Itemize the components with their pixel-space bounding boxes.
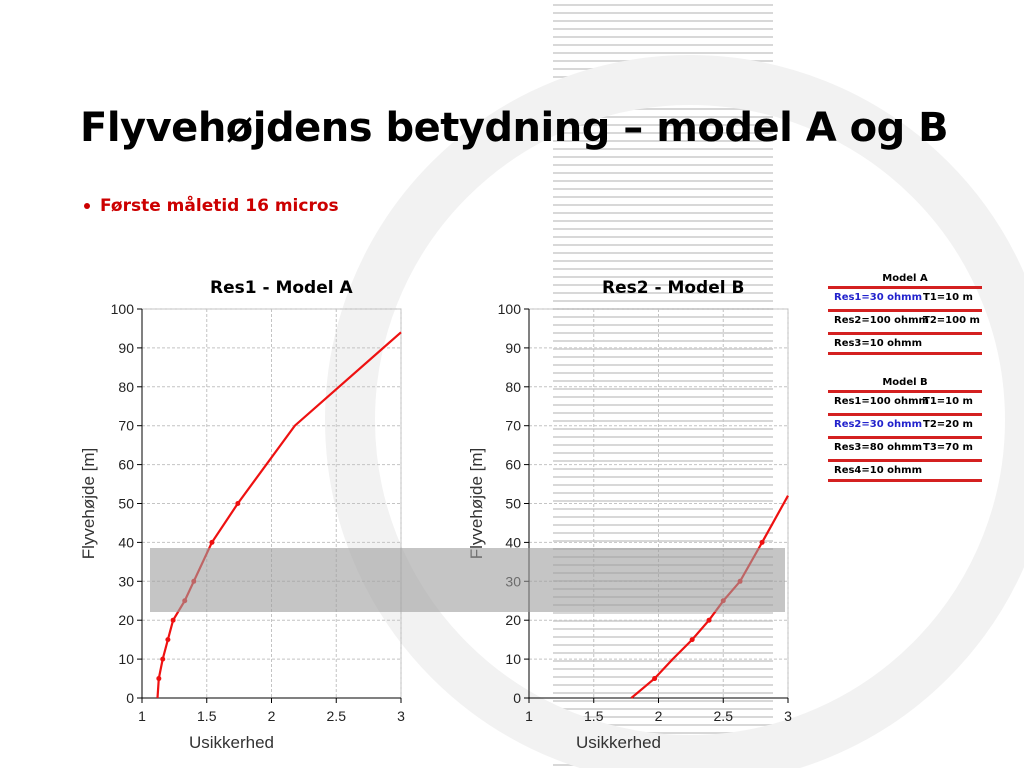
y-tick-label: 70 xyxy=(505,418,521,434)
legend-resistivity: Res2=100 ohmm xyxy=(834,315,929,326)
data-point xyxy=(170,617,176,623)
x-tick-label: 1 xyxy=(525,708,533,724)
data-point xyxy=(759,539,765,545)
y-tick-label: 60 xyxy=(118,457,134,473)
y-tick-label: 80 xyxy=(118,379,134,395)
legend-row: Res1=100 ohmm T1=10 m xyxy=(828,390,982,413)
chart-a-title: Res1 - Model A xyxy=(210,278,353,298)
x-axis-label: Usikkerhed xyxy=(576,733,661,752)
y-tick-label: 0 xyxy=(513,690,521,706)
legend-row: Res4=10 ohmm xyxy=(828,459,982,482)
x-tick-label: 2 xyxy=(268,708,276,724)
legend-row: Res2=100 ohmm T2=100 m xyxy=(828,309,982,332)
legend-title: Model B xyxy=(882,377,928,388)
x-tick-label: 1 xyxy=(138,708,146,724)
bullet-item: Første måletid 16 micros xyxy=(84,196,339,216)
x-tick-label: 2.5 xyxy=(714,708,734,724)
legend-thickness: T2=100 m xyxy=(923,315,980,326)
chart-b-title: Res2 - Model B xyxy=(602,278,745,298)
legend-thickness: T2=20 m xyxy=(923,419,973,430)
data-point xyxy=(652,676,658,682)
y-tick-label: 20 xyxy=(118,612,134,628)
y-tick-label: 90 xyxy=(505,340,521,356)
legend-thickness: T3=70 m xyxy=(923,442,973,453)
legend-resistivity: Res1=100 ohmm xyxy=(834,396,929,407)
x-tick-label: 1.5 xyxy=(584,708,604,724)
legend-resistivity: Res4=10 ohmm xyxy=(834,465,922,476)
legend-row: Res2=30 ohmm T2=20 m xyxy=(828,413,982,436)
data-point xyxy=(160,656,166,662)
data-point xyxy=(156,676,162,682)
chart-res1-model-a: 0 10 20 30 40 50 60 70 80 90 100 1 1.5 2 2.5 3 Usikkerhe… xyxy=(79,301,405,752)
data-point xyxy=(209,539,215,545)
slide-title: Flyvehøjdens betydning – model A og B xyxy=(80,105,949,151)
legend-thickness: T1=10 m xyxy=(923,292,973,303)
legend-resistivity: Res1=30 ohmm xyxy=(834,292,922,303)
x-axis-label: Usikkerhed xyxy=(189,733,274,752)
y-tick-label: 20 xyxy=(505,612,521,628)
bullet-dot-icon xyxy=(84,203,90,209)
y-tick-label: 70 xyxy=(118,418,134,434)
x-tick-label: 3 xyxy=(784,708,792,724)
y-axis-label: Flyvehøjde [m] xyxy=(467,448,486,559)
y-tick-label: 90 xyxy=(118,340,134,356)
x-tick-label: 1.5 xyxy=(197,708,217,724)
y-tick-label: 80 xyxy=(505,379,521,395)
data-point xyxy=(706,617,712,623)
legend-title: Model A xyxy=(882,273,928,284)
y-tick-label: 60 xyxy=(505,457,521,473)
bullet-text: Første måletid 16 micros xyxy=(100,196,339,216)
x-tick-label: 2 xyxy=(655,708,663,724)
legend-row: Res3=80 ohmm T3=70 m xyxy=(828,436,982,459)
x-tick-label: 3 xyxy=(397,708,405,724)
x-tick-label: 2.5 xyxy=(327,708,347,724)
y-tick-label: 0 xyxy=(126,690,134,706)
legend-model-b: Model B Res1=100 ohmm T1=10 m Res2=30 ohmm… xyxy=(828,376,982,482)
y-tick-label: 10 xyxy=(505,651,521,667)
y-tick-label: 50 xyxy=(118,496,134,512)
data-point xyxy=(689,637,695,643)
chart-res2-model-b: 010203040506070809010011.522.53Usikkerhe… xyxy=(467,301,792,752)
legend-row: Res3=10 ohmm xyxy=(828,332,982,355)
y-tick-label: 50 xyxy=(505,496,521,512)
legend-resistivity: Res2=30 ohmm xyxy=(834,419,922,430)
legend-model-a: Model A Res1=30 ohmm T1=10 m Res2=100 ohmm… xyxy=(828,272,982,355)
highlight-band xyxy=(150,548,785,612)
y-tick-label: 40 xyxy=(118,534,134,550)
legend-resistivity: Res3=80 ohmm xyxy=(834,442,922,453)
y-tick-label: 30 xyxy=(118,573,134,589)
data-point xyxy=(235,501,241,506)
y-tick-label: 100 xyxy=(498,301,522,317)
legend-row: Res1=30 ohmm T1=10 m xyxy=(828,286,982,309)
y-tick-label: 10 xyxy=(118,651,134,667)
legend-thickness: T1=10 m xyxy=(923,396,973,407)
y-tick-label: 40 xyxy=(505,534,521,550)
data-point xyxy=(165,637,171,643)
legend-resistivity: Res3=10 ohmm xyxy=(834,338,922,349)
y-tick-label: 100 xyxy=(111,301,135,317)
y-axis-label: Flyvehøjde [m] xyxy=(79,448,98,559)
